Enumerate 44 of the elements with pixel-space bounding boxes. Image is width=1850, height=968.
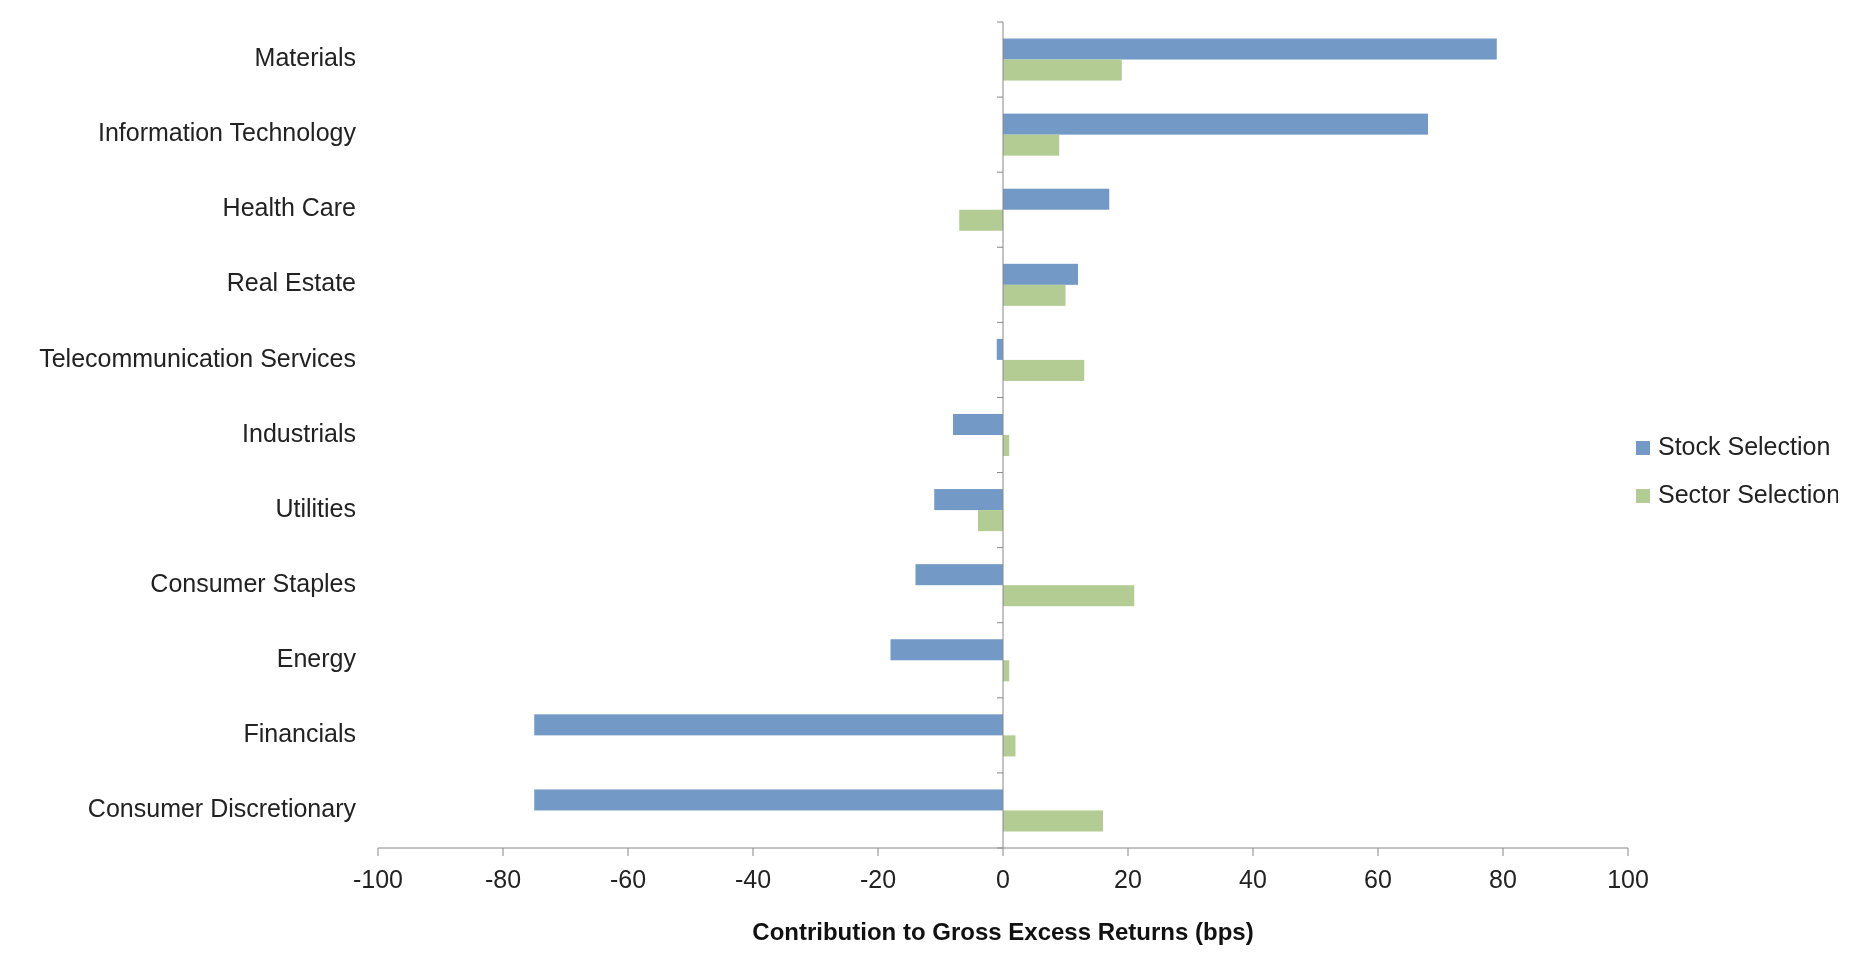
bar [1003, 263, 1078, 285]
x-tick-label: -80 [484, 865, 522, 893]
legend-label: Sector Selection [1658, 479, 1841, 508]
y-tick-label: Utilities [275, 493, 356, 522]
y-tick-label: Energy [276, 643, 357, 672]
x-tick-label: 0 [996, 865, 1010, 893]
bar [1003, 585, 1135, 607]
bar [1003, 735, 1016, 757]
x-tick-label: 60 [1364, 865, 1392, 893]
y-tick-label: Materials [254, 43, 356, 72]
x-tick-label: -40 [734, 865, 772, 893]
bar [978, 510, 1003, 532]
y-tick-label: Health Care [222, 193, 356, 222]
bar [959, 209, 1003, 231]
x-tick-label: 80 [1489, 865, 1517, 893]
bar [915, 564, 1003, 586]
bar [1003, 113, 1428, 135]
x-tick-label: 20 [1114, 865, 1142, 893]
y-tick-label: Industrials [242, 418, 356, 447]
y-tick-label: Information Technology [97, 118, 357, 147]
bar [534, 714, 1003, 736]
bar [890, 639, 1003, 661]
bar [1003, 188, 1110, 210]
bar [934, 489, 1003, 511]
bar [534, 789, 1003, 811]
x-tick-label: -100 [352, 865, 404, 893]
y-tick-label: Financials [243, 718, 356, 747]
bar [1003, 59, 1122, 81]
x-tick-label: -60 [609, 865, 647, 893]
bar [953, 413, 1003, 435]
x-tick-label: 100 [1607, 865, 1649, 893]
x-tick-label: -20 [859, 865, 897, 893]
bar [1003, 284, 1066, 306]
bar [1003, 134, 1060, 156]
y-tick-label: Consumer Staples [150, 568, 356, 597]
y-tick-label: Consumer Discretionary [87, 794, 357, 823]
x-tick-label: 40 [1239, 865, 1267, 893]
x-axis-title: Contribution to Gross Excess Returns (bps) [752, 918, 1254, 945]
bar [1003, 38, 1497, 60]
y-tick-label: Telecommunication Services [39, 343, 356, 372]
legend-label: Stock Selection [1658, 431, 1831, 460]
bar [1003, 359, 1085, 381]
y-tick-label: Real Estate [226, 268, 356, 297]
bar [1003, 810, 1103, 832]
